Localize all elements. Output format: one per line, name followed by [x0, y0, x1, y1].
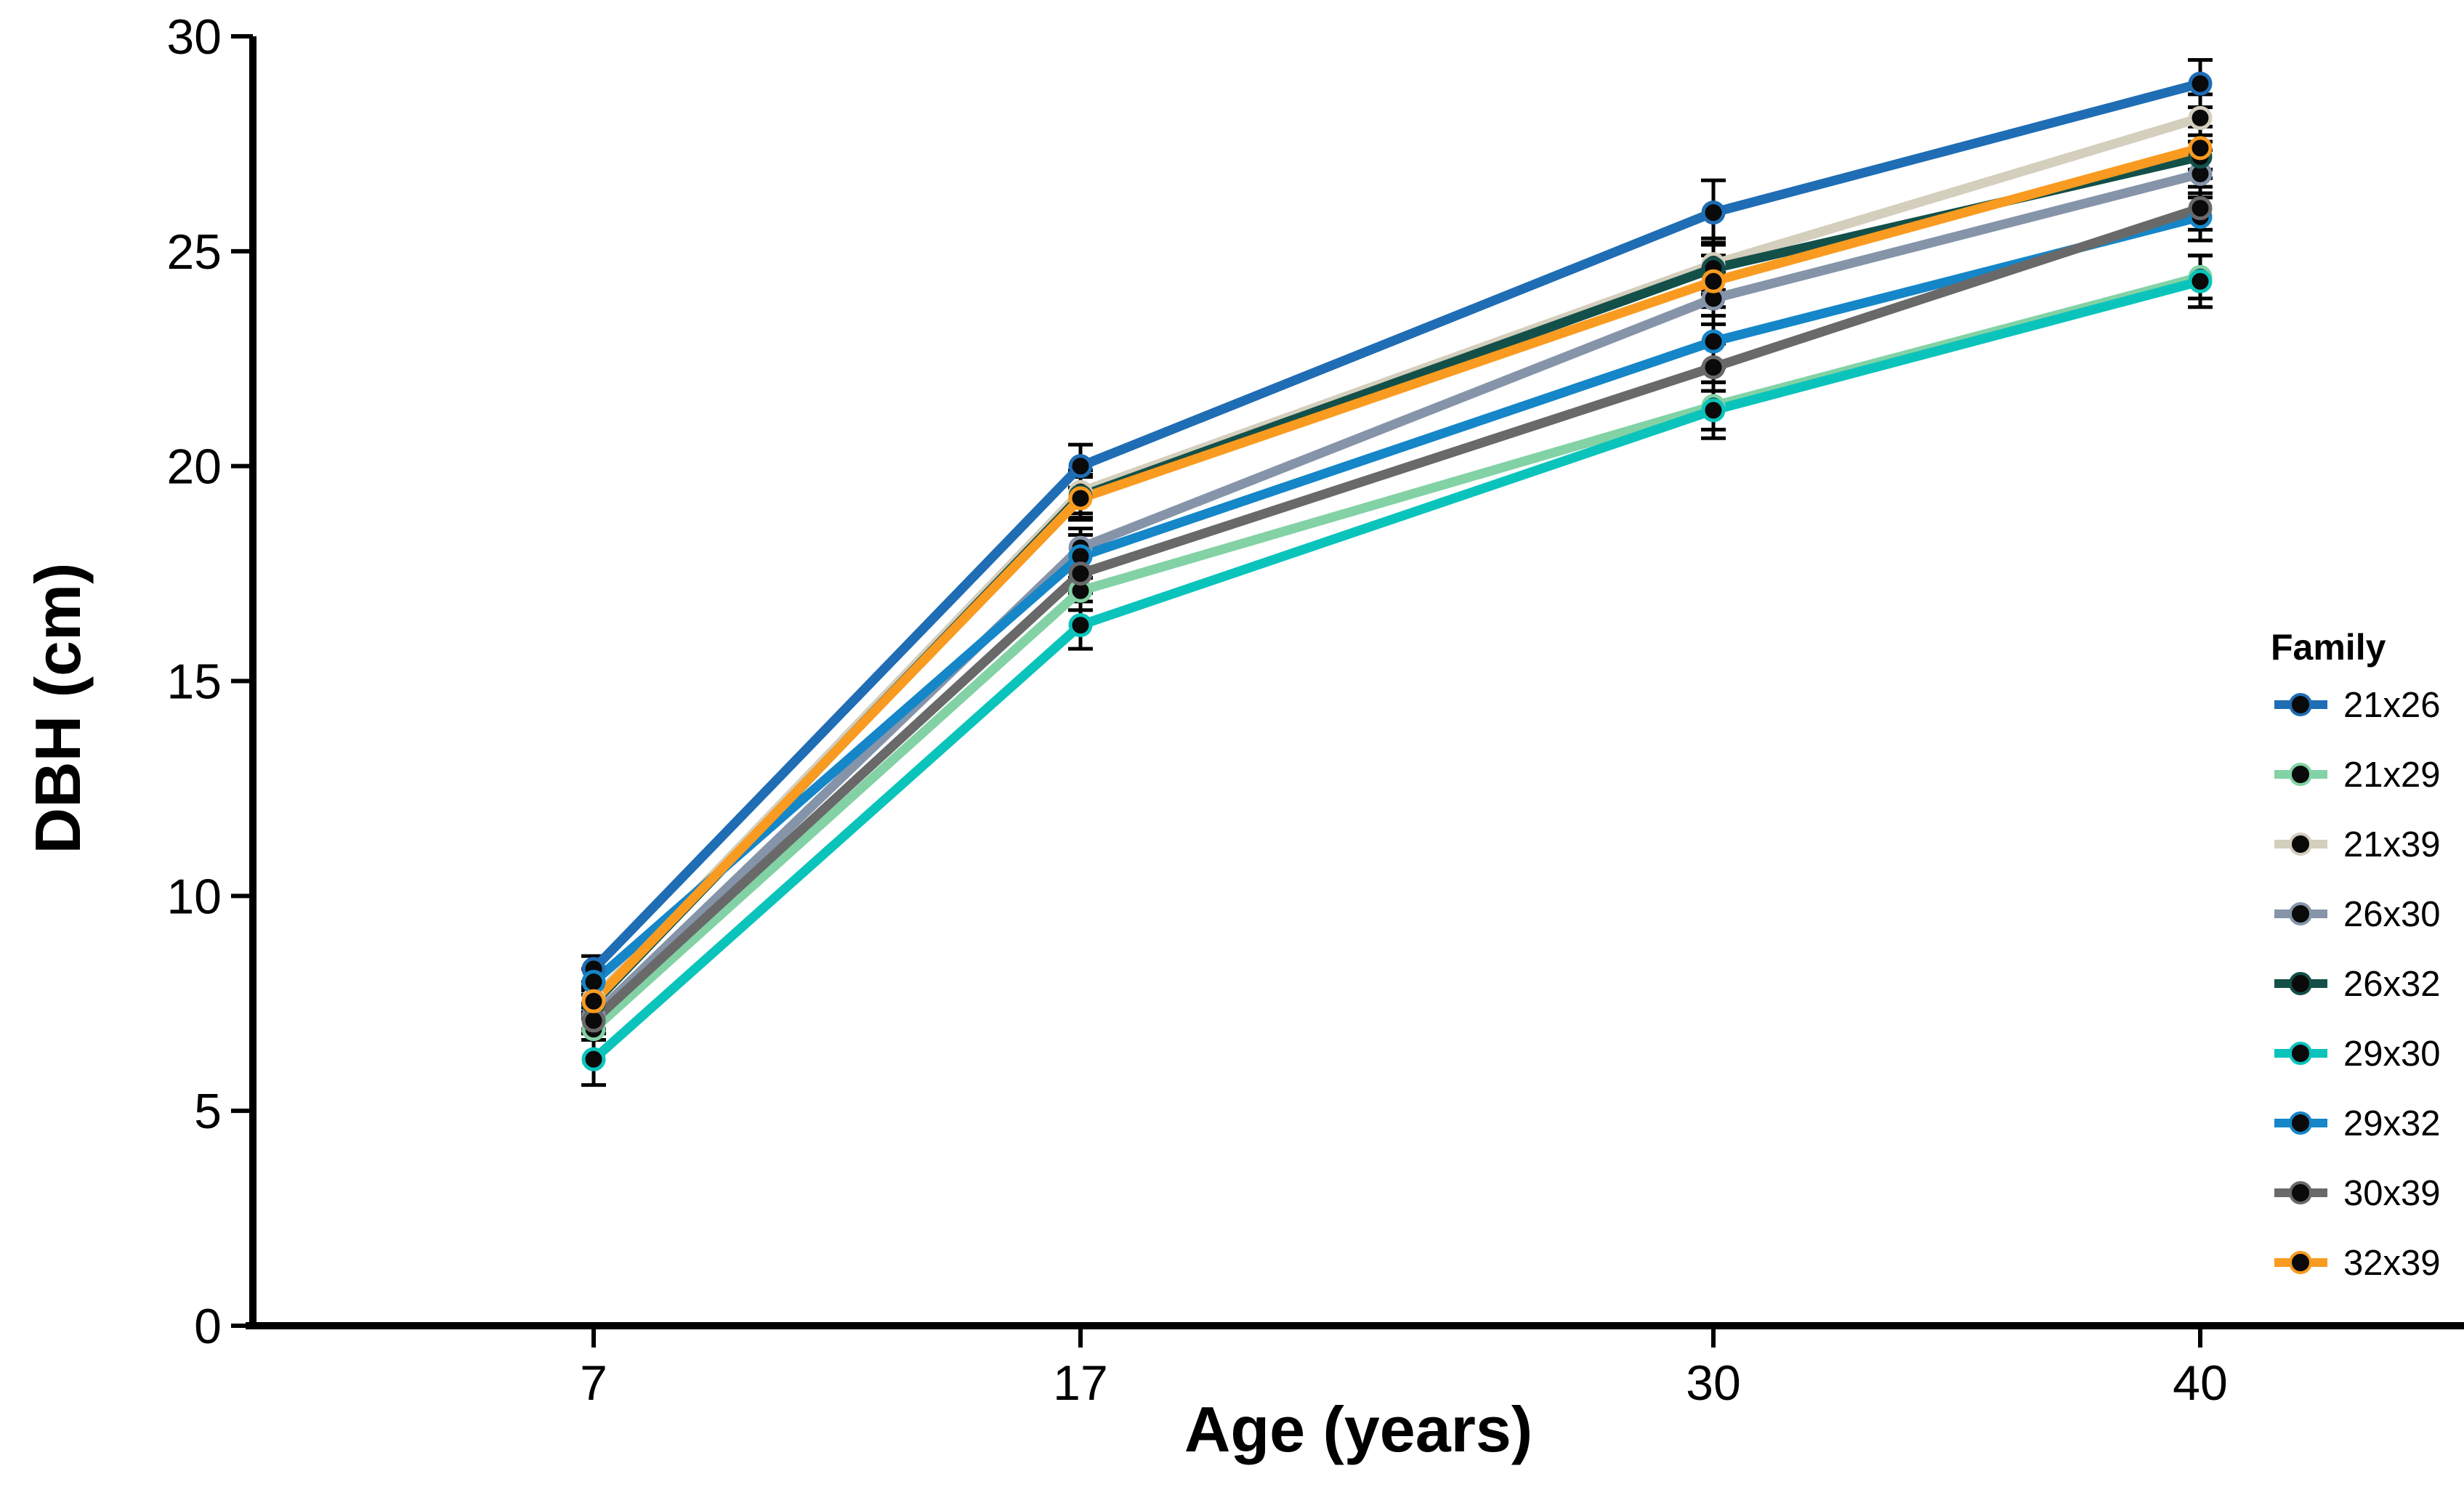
legend-label-21x26: 21x26 [2343, 686, 2441, 725]
legend-swatch-dot-29x30 [2289, 1042, 2312, 1065]
x-tick-label: 40 [2173, 1356, 2228, 1411]
series-point-32x39 [581, 989, 606, 1013]
series-line-26x30 [589, 169, 2205, 1021]
x-axis-title: Age (years) [1184, 1393, 1532, 1465]
x-tick-label: 17 [1053, 1356, 1108, 1411]
series-line-21x26 [589, 78, 2205, 974]
series-point-21x39 [2188, 105, 2213, 130]
series-point-29x30 [581, 1047, 606, 1071]
legend-swatch-dot-30x39 [2289, 1181, 2312, 1204]
y-tick-label: 30 [166, 9, 222, 65]
series-point-30x39 [1068, 562, 1093, 586]
legend-swatch-dot-29x32 [2289, 1111, 2312, 1135]
x-tick-label: 7 [580, 1356, 607, 1411]
legend-label-29x30: 29x30 [2343, 1034, 2441, 1074]
legend-swatch-dot-21x26 [2289, 693, 2312, 716]
legend-label-21x39: 21x39 [2343, 825, 2441, 864]
series-point-30x39 [2188, 196, 2213, 221]
series-line-30x39 [589, 203, 2205, 1026]
series-line-21x39 [589, 113, 2205, 1004]
y-tick-label: 0 [194, 1299, 222, 1354]
legend-label-26x32: 26x32 [2343, 965, 2441, 1004]
legend-label-26x30: 26x30 [2343, 895, 2441, 934]
y-tick-label: 25 [166, 224, 222, 280]
legend-swatch-dot-26x30 [2289, 902, 2312, 925]
series-point-30x39 [1701, 355, 1726, 380]
series-point-29x32 [581, 970, 606, 994]
series-point-21x26 [2188, 71, 2213, 96]
legend-label-30x39: 30x39 [2343, 1174, 2441, 1213]
series-point-21x26 [1701, 200, 1726, 225]
legend-label-29x32: 29x32 [2343, 1104, 2441, 1143]
series-point-21x26 [1068, 454, 1093, 479]
series-point-29x30 [1068, 613, 1093, 638]
series-line-32x39 [589, 143, 2205, 1006]
y-tick-label: 10 [166, 869, 222, 924]
legend-swatch-dot-32x39 [2289, 1251, 2312, 1274]
legend-swatch-dot-21x39 [2289, 832, 2312, 856]
series-point-32x39 [1068, 486, 1093, 511]
y-tick-label: 15 [166, 655, 222, 710]
series-point-29x30 [2188, 269, 2213, 293]
series-point-29x30 [1701, 398, 1726, 423]
y-tick-label: 5 [194, 1084, 222, 1139]
legend-swatch-dot-26x32 [2289, 972, 2312, 995]
series-point-29x32 [1701, 329, 1726, 354]
series-line-29x30 [589, 276, 2205, 1064]
series-line-29x32 [589, 212, 2205, 987]
series-point-32x39 [2188, 136, 2213, 161]
x-tick-label: 30 [1686, 1356, 1741, 1411]
legend-swatch-dot-21x29 [2289, 763, 2312, 786]
series-point-32x39 [1701, 269, 1726, 293]
y-axis-title: DBH (cm) [22, 563, 94, 854]
y-tick-label: 20 [166, 439, 222, 495]
legend-label-21x29: 21x29 [2343, 755, 2441, 795]
series-point-30x39 [581, 1008, 606, 1033]
legend-title: Family [2271, 627, 2386, 668]
legend-label-32x39: 32x39 [2343, 1244, 2441, 1283]
